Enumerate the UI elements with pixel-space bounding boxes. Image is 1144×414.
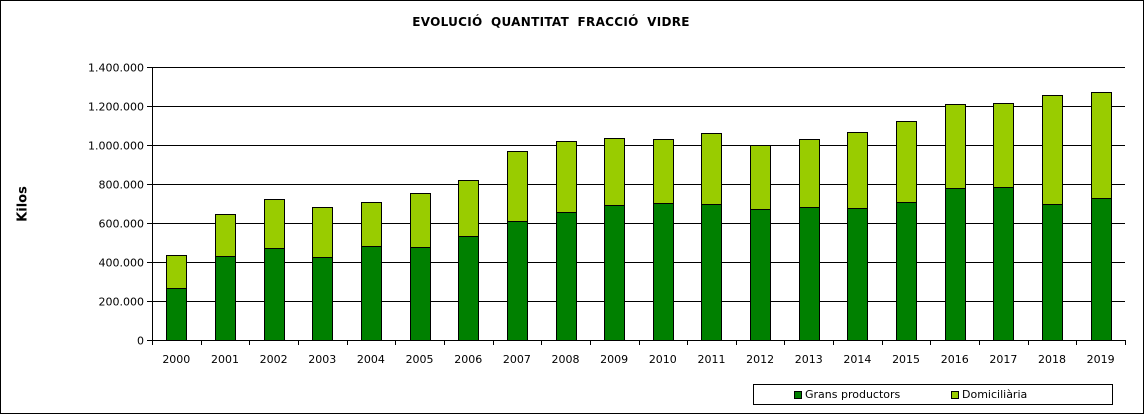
bar-grans-productors-2004: [361, 246, 382, 341]
y-tick-label-2: 400.000: [99, 257, 145, 270]
y-tick-label-4: 800.000: [99, 179, 145, 192]
legend-label-1: Domiciliària: [962, 388, 1028, 401]
bar-grans-productors-2014: [847, 208, 868, 341]
bar-domicili-ria-2019: [1091, 92, 1112, 199]
y-tick-label-1: 200.000: [99, 296, 145, 309]
x-tick-label-15: 2015: [892, 353, 920, 366]
y-tick-label-6: 1.200.000: [88, 101, 144, 114]
bar-grans-productors-2011: [701, 204, 722, 341]
bar-grans-productors-2018: [1042, 204, 1063, 341]
x-tick-label-3: 2003: [308, 353, 336, 366]
x-tick-label-14: 2014: [843, 353, 871, 366]
x-tick-label-16: 2016: [941, 353, 969, 366]
bar-domicili-ria-2002: [264, 199, 285, 249]
bar-grans-productors-2009: [604, 205, 625, 341]
x-tick-label-6: 2006: [454, 353, 482, 366]
bar-grans-productors-2010: [653, 203, 674, 341]
bar-domicili-ria-2004: [361, 202, 382, 247]
x-tick-label-0: 2000: [162, 353, 190, 366]
x-tick-label-2: 2002: [260, 353, 288, 366]
bar-grans-productors-2000: [166, 288, 187, 341]
x-tick-label-11: 2011: [697, 353, 725, 366]
bar-grans-productors-2003: [312, 257, 333, 341]
x-tick-label-19: 2019: [1087, 353, 1115, 366]
bar-domicili-ria-2018: [1042, 95, 1063, 205]
y-tick-label-0: 0: [137, 335, 144, 348]
bar-domicili-ria-2016: [945, 104, 966, 189]
bar-grans-productors-2012: [750, 209, 771, 341]
chart-title: EVOLUCIÓ QUANTITAT FRACCIÓ VIDRE: [412, 15, 690, 29]
bar-domicili-ria-2008: [556, 141, 577, 213]
bar-grans-productors-2013: [799, 207, 820, 341]
y-tick-label-7: 1.400.000: [88, 62, 144, 75]
x-tick-label-1: 2001: [211, 353, 239, 366]
legend-swatch-1: [951, 390, 959, 399]
bar-domicili-ria-2001: [215, 214, 236, 257]
y-tick-label-5: 1.000.000: [88, 140, 144, 153]
x-tick-label-18: 2018: [1038, 353, 1066, 366]
bar-grans-productors-2017: [993, 187, 1014, 341]
bar-grans-productors-2005: [410, 247, 431, 341]
bar-domicili-ria-2010: [653, 139, 674, 204]
legend-label-0: Grans productors: [805, 388, 901, 401]
legend: Grans productors Domiciliària: [753, 384, 1113, 405]
bar-domicili-ria-2005: [410, 193, 431, 248]
bar-domicili-ria-2017: [993, 103, 1014, 188]
chart-plot: 0 200.000 400.000 600.000 800.000 1.000.000 1.…: [88, 62, 1126, 366]
bar-grans-productors-2001: [215, 256, 236, 341]
x-tick-label-4: 2004: [357, 353, 385, 366]
bar-grans-productors-2007: [507, 221, 528, 341]
x-tick-label-9: 2009: [600, 353, 628, 366]
bar-domicili-ria-2015: [896, 121, 917, 203]
bar-grans-productors-2006: [458, 236, 479, 341]
bar-grans-productors-2016: [945, 188, 966, 341]
x-tick-label-17: 2017: [989, 353, 1017, 366]
legend-item-1: Domiciliària: [951, 388, 1027, 401]
bar-domicili-ria-2000: [166, 255, 187, 289]
bar-grans-productors-2002: [264, 248, 285, 341]
bar-grans-productors-2015: [896, 202, 917, 341]
bar-domicili-ria-2013: [799, 139, 820, 208]
bar-domicili-ria-2003: [312, 207, 333, 258]
legend-swatch-0: [794, 390, 802, 399]
bar-domicili-ria-2011: [701, 133, 722, 205]
x-tick-label-7: 2007: [503, 353, 531, 366]
bar-grans-productors-2008: [556, 212, 577, 341]
x-tick-label-12: 2012: [746, 353, 774, 366]
x-tick-label-8: 2008: [552, 353, 580, 366]
y-tick-label-3: 600.000: [99, 218, 145, 231]
bar-domicili-ria-2006: [458, 180, 479, 237]
bar-domicili-ria-2007: [507, 151, 528, 222]
x-tick-label-13: 2013: [795, 353, 823, 366]
x-tick-label-5: 2005: [406, 353, 434, 366]
bar-grans-productors-2019: [1091, 198, 1112, 341]
x-tick-label-10: 2010: [649, 353, 677, 366]
bar-domicili-ria-2012: [750, 145, 771, 210]
bar-domicili-ria-2009: [604, 138, 625, 206]
legend-item-0: Grans productors: [794, 388, 900, 401]
bar-domicili-ria-2014: [847, 132, 868, 209]
